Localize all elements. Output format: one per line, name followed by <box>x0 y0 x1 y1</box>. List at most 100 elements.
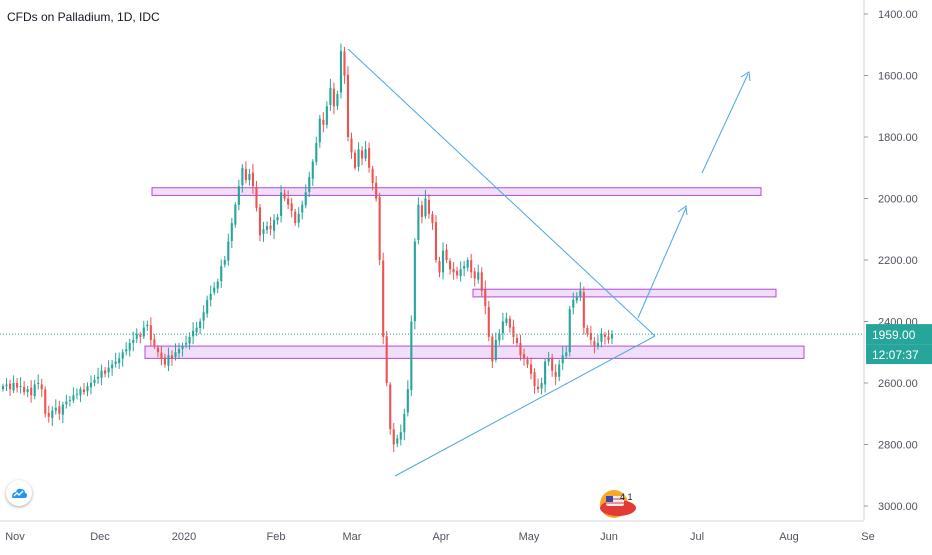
candle-body <box>322 119 325 125</box>
trendlines <box>347 48 751 477</box>
time-tick-label: Dec <box>90 531 110 543</box>
time-axis[interactable]: Nov Dec 2020 Feb Mar Apr May Jun Jul Aug Se <box>0 520 875 543</box>
candle-body <box>107 367 110 373</box>
candle-body <box>445 249 448 260</box>
candle-body <box>280 192 283 217</box>
candle-body <box>389 384 392 430</box>
candle-body <box>512 326 515 337</box>
price-tick-label: 1800.00 <box>878 132 918 144</box>
candle-body <box>223 260 226 265</box>
candle-body <box>529 364 533 374</box>
candle-body <box>410 321 413 391</box>
candle-body <box>325 106 328 125</box>
candle-body <box>329 87 332 106</box>
candle-body <box>230 223 233 241</box>
candle-body <box>361 150 364 159</box>
candle-body <box>589 332 592 340</box>
candle-body <box>368 148 371 168</box>
candle-body <box>315 143 318 162</box>
candle-body <box>47 412 50 417</box>
price-zone-rect[interactable] <box>472 288 777 298</box>
candle-body <box>427 200 431 214</box>
candle-body <box>424 198 427 217</box>
candle-body <box>8 383 12 390</box>
candle-body <box>216 281 219 289</box>
candle-body <box>353 152 357 168</box>
candle-body <box>417 204 420 241</box>
candle-body <box>265 226 269 230</box>
candle-body <box>441 250 445 273</box>
candle-body <box>146 324 149 327</box>
candle-body <box>170 355 174 359</box>
countdown-text: 12:07:37 <box>872 348 919 362</box>
candle-body <box>93 379 96 383</box>
candle-body <box>237 186 240 205</box>
candle-body <box>54 407 57 411</box>
candle-body <box>30 387 33 396</box>
time-tick-label: Jul <box>690 531 704 543</box>
descending-trendline[interactable] <box>347 48 656 337</box>
candle-body <box>149 325 152 340</box>
candle-body <box>301 204 304 213</box>
ascending-trendline[interactable] <box>394 335 656 477</box>
candle-body <box>177 349 181 354</box>
candle-body <box>262 229 265 234</box>
last-price-badge: 1959.00 <box>866 324 932 345</box>
candle-body <box>199 321 202 328</box>
candle-body <box>72 395 75 401</box>
candle-body <box>396 438 399 444</box>
candle-body <box>5 384 8 387</box>
candle-body <box>596 343 599 347</box>
candle-body <box>607 336 610 340</box>
candle-body <box>58 406 61 414</box>
candle-body <box>501 321 504 334</box>
tradingview-logo-button[interactable] <box>6 480 32 506</box>
candle-body <box>357 149 360 167</box>
candle-body <box>610 334 614 339</box>
candle-body <box>195 327 198 333</box>
tradingview-cloud-icon <box>12 488 27 498</box>
price-zone-rect[interactable] <box>144 345 805 359</box>
candle-body <box>477 272 480 280</box>
candle-body <box>308 176 311 192</box>
candle-body <box>1 386 5 390</box>
candle-body <box>82 389 86 393</box>
candle-body <box>184 343 188 345</box>
time-tick-label: Jun <box>600 531 618 543</box>
candle-body <box>470 260 473 273</box>
candle-body <box>526 359 529 365</box>
candle-body <box>480 272 483 291</box>
candle-body <box>494 339 497 360</box>
price-tick-label: 2800.00 <box>878 440 918 452</box>
candle-body <box>540 383 543 389</box>
candle-body <box>33 384 36 396</box>
time-tick-label: Mar <box>343 531 362 543</box>
last-price-text: 1959.00 <box>872 328 916 342</box>
arrow-head-icon <box>740 71 751 82</box>
news-badge-icon[interactable]: 4 1 <box>596 486 644 520</box>
candle-body <box>75 393 78 395</box>
candle-body <box>251 172 254 187</box>
candle-body <box>508 318 511 328</box>
candle-body <box>544 361 547 385</box>
candle-body <box>449 260 452 270</box>
candle-body <box>135 333 138 339</box>
time-tick-label: Feb <box>267 531 286 543</box>
candle-body <box>378 196 381 260</box>
candle-body <box>79 389 82 396</box>
candle-body <box>385 336 388 383</box>
candle-body <box>206 299 209 314</box>
candle-body <box>533 372 536 387</box>
candle-body <box>452 268 455 273</box>
price-axis[interactable]: 3000.002800.002600.002400.002200.002000.… <box>863 0 932 520</box>
candle-body <box>51 410 54 419</box>
arrow-head-icon <box>677 205 688 216</box>
price-tick-label: 3000.00 <box>878 501 918 513</box>
price-zone-rect[interactable] <box>151 187 762 196</box>
candle-body <box>100 370 103 378</box>
candle-body <box>575 296 578 301</box>
candle-body <box>522 354 526 359</box>
candle-body <box>403 413 406 433</box>
